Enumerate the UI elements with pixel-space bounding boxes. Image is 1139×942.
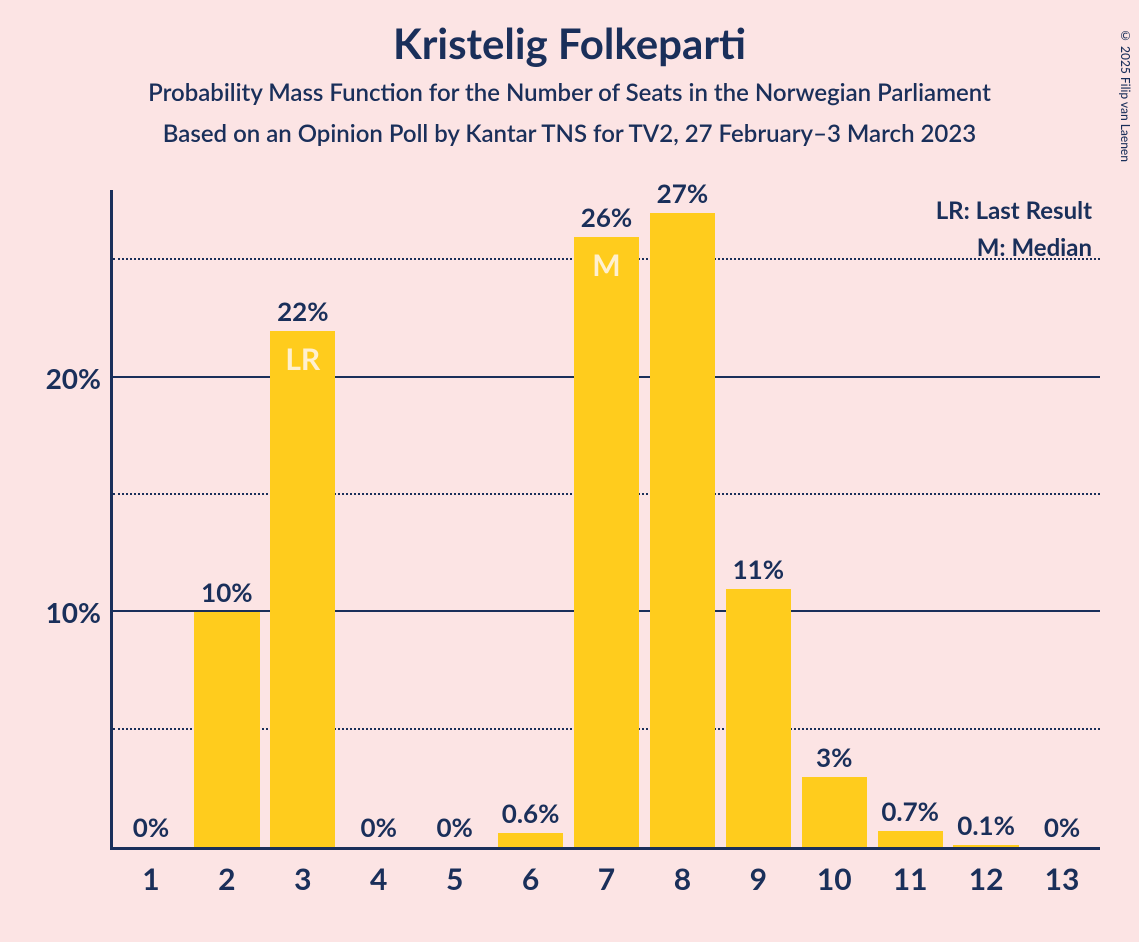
bar-slot: 0%1 xyxy=(113,190,189,847)
bar-slot: 26%M7 xyxy=(569,190,645,847)
bar-value-label: 22% xyxy=(277,295,328,327)
bar: 0.7% xyxy=(878,831,943,847)
bar-slot: 3%10 xyxy=(796,190,872,847)
bar-value-label: 27% xyxy=(657,177,708,209)
y-axis-label: 20% xyxy=(46,361,113,395)
bar-marker-label: M xyxy=(592,247,620,283)
chart-subtitle-1: Probability Mass Function for the Number… xyxy=(0,78,1139,107)
bar-slot: 0%5 xyxy=(417,190,493,847)
x-axis-label: 11 xyxy=(893,861,928,897)
plot-area: LR: Last Result M: Median 10%20% 0%110%2… xyxy=(110,190,1100,850)
x-axis-label: 9 xyxy=(750,861,767,897)
x-axis-label: 12 xyxy=(969,861,1004,897)
bar-value-label: 3% xyxy=(816,741,852,773)
x-axis-label: 6 xyxy=(522,861,539,897)
x-axis-label: 7 xyxy=(598,861,615,897)
bar-value-label: 0.7% xyxy=(881,795,939,827)
bar-slot: 0%13 xyxy=(1024,190,1100,847)
bar: 26%M xyxy=(574,237,639,847)
bar: 22%LR xyxy=(270,331,335,847)
bar-marker-label: LR xyxy=(285,341,320,377)
bar-slot: 27%8 xyxy=(644,190,720,847)
bar-slot: 0%4 xyxy=(341,190,417,847)
bar-slot: 0.1%12 xyxy=(948,190,1024,847)
bar-value-label: 26% xyxy=(581,201,632,233)
copyright-text: © 2025 Filip van Laenen xyxy=(1118,28,1133,162)
x-axis-label: 13 xyxy=(1045,861,1080,897)
bar: 0.1% xyxy=(953,845,1018,847)
x-axis-label: 1 xyxy=(142,861,159,897)
bar-value-label: 0.6% xyxy=(502,797,560,829)
bar-value-label: 0.1% xyxy=(957,809,1015,841)
x-axis-label: 8 xyxy=(674,861,691,897)
bar: 10% xyxy=(194,612,259,847)
x-axis-label: 10 xyxy=(817,861,852,897)
chart-area: LR: Last Result M: Median 10%20% 0%110%2… xyxy=(30,190,1110,910)
bar-value-label: 10% xyxy=(201,576,252,608)
bar-value-label: 0% xyxy=(1044,811,1080,843)
bar-value-label: 0% xyxy=(133,811,169,843)
x-axis-label: 2 xyxy=(218,861,235,897)
y-axis-label: 10% xyxy=(46,595,113,629)
chart-subtitle-2: Based on an Opinion Poll by Kantar TNS f… xyxy=(0,119,1139,148)
chart-title: Kristelig Folkeparti xyxy=(0,18,1139,68)
bar-value-label: 0% xyxy=(436,811,472,843)
bar-slot: 11%9 xyxy=(720,190,796,847)
x-axis-label: 3 xyxy=(294,861,311,897)
bar: 11% xyxy=(726,589,791,847)
bar: 27% xyxy=(650,213,715,847)
bar-value-label: 0% xyxy=(361,811,397,843)
x-axis-label: 4 xyxy=(370,861,387,897)
bar-slot: 22%LR3 xyxy=(265,190,341,847)
bar: 3% xyxy=(802,777,867,847)
bar-slot: 0.6%6 xyxy=(493,190,569,847)
bar-slot: 10%2 xyxy=(189,190,265,847)
bar-value-label: 11% xyxy=(733,553,784,585)
bar: 0.6% xyxy=(498,833,563,847)
bar-slot: 0.7%11 xyxy=(872,190,948,847)
bars-container: 0%110%222%LR30%40%50.6%626%M727%811%93%1… xyxy=(113,190,1100,847)
x-axis-label: 5 xyxy=(446,861,463,897)
